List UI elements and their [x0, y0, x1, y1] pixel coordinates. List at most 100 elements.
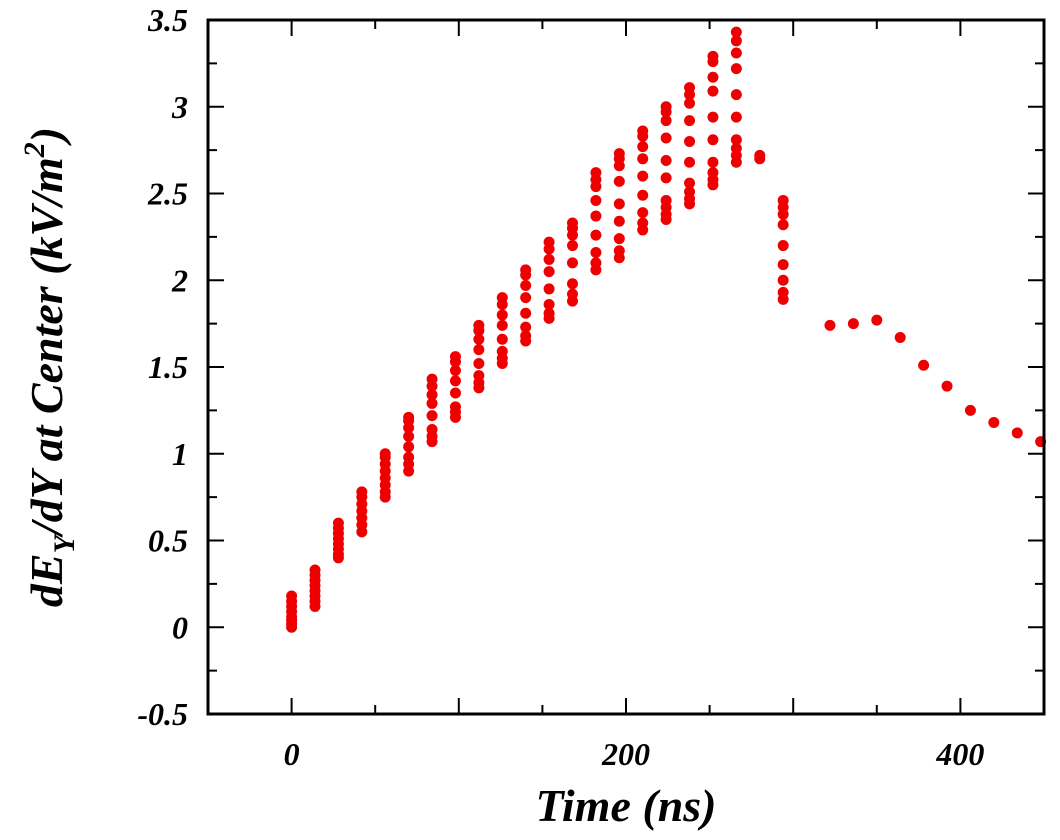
data-point: [777, 194, 789, 206]
data-point: [730, 35, 742, 47]
data-point: [496, 345, 508, 357]
data-point: [707, 71, 719, 83]
data-point: [684, 177, 696, 189]
data-point: [730, 26, 742, 38]
data-point: [590, 246, 602, 258]
y-axis-title: dEY/dY at Center (kV/m2): [18, 127, 81, 607]
data-point: [520, 292, 532, 304]
data-point: [590, 257, 602, 269]
data-point: [730, 63, 742, 75]
data-point: [590, 229, 602, 241]
data-point: [730, 134, 742, 146]
data-point: [988, 417, 1000, 429]
data-point: [707, 134, 719, 146]
data-point: [660, 172, 672, 184]
data-point: [613, 175, 625, 187]
data-point: [637, 125, 649, 137]
data-point: [613, 245, 625, 257]
data-point: [824, 319, 836, 331]
data-point: [449, 351, 461, 363]
data-point: [566, 240, 578, 252]
y-tick-label: 0.5: [148, 523, 188, 559]
data-point: [520, 279, 532, 291]
data-point: [426, 410, 438, 422]
data-point: [403, 441, 415, 453]
data-point: [684, 186, 696, 198]
data-point: [309, 564, 321, 576]
data-point: [566, 278, 578, 290]
data-point: [637, 189, 649, 201]
data-point: [496, 319, 508, 331]
data-point: [473, 344, 485, 356]
data-point: [543, 266, 555, 278]
data-point: [473, 370, 485, 382]
data-point: [426, 389, 438, 401]
data-point: [707, 50, 719, 62]
data-point: [777, 219, 789, 231]
y-tick-label: 2: [171, 262, 188, 298]
data-point: [707, 111, 719, 123]
data-point: [426, 423, 438, 435]
data-point: [1011, 427, 1023, 439]
data-point: [566, 288, 578, 300]
data-point: [566, 257, 578, 269]
data-point: [847, 318, 859, 330]
y-tick-label: 3: [171, 89, 188, 125]
data-point: [730, 142, 742, 154]
data-point: [707, 156, 719, 168]
data-point: [684, 135, 696, 147]
y-tick-labels: -0.5 0 0.5 1 1.5 2 2.5 3 3.5: [137, 2, 188, 732]
data-point: [777, 274, 789, 286]
data-point: [730, 47, 742, 59]
data-point: [543, 299, 555, 311]
y-axis-title-superscript: 2: [18, 142, 51, 158]
data-point: [403, 411, 415, 423]
data-point: [379, 448, 391, 460]
data-points: [286, 26, 1047, 633]
data-point: [590, 194, 602, 206]
data-point: [520, 264, 532, 276]
data-point: [684, 82, 696, 94]
y-axis-title-middle: /dY at Center (kV/m: [21, 157, 72, 538]
data-point: [543, 253, 555, 265]
data-point: [660, 155, 672, 167]
x-tick-label: 200: [601, 736, 650, 772]
y-tick-label: 0: [172, 609, 188, 645]
data-point: [543, 236, 555, 248]
data-point: [520, 307, 532, 319]
data-point: [590, 167, 602, 179]
data-point: [684, 156, 696, 168]
data-point: [754, 149, 766, 161]
data-point: [403, 430, 415, 442]
y-tick-label: 1: [172, 436, 188, 472]
data-point: [707, 85, 719, 97]
data-point: [637, 217, 649, 229]
x-tick-label: 0: [284, 736, 300, 772]
y-axis-title-suffix: ): [21, 127, 72, 146]
data-point: [730, 89, 742, 101]
data-point: [496, 333, 508, 345]
data-point: [520, 330, 532, 342]
data-point: [356, 486, 368, 498]
data-point: [403, 451, 415, 463]
data-point: [777, 259, 789, 271]
data-point: [449, 401, 461, 413]
data-point: [473, 319, 485, 331]
data-point: [637, 141, 649, 153]
data-point: [941, 380, 953, 392]
data-point: [613, 215, 625, 227]
x-tick-labels: 0 200 400: [284, 736, 985, 772]
data-point: [637, 153, 649, 165]
y-tick-label: 3.5: [147, 2, 188, 38]
y-axis-title-subscript: Y: [48, 532, 81, 553]
data-point: [286, 590, 298, 602]
data-point: [918, 359, 930, 371]
data-point: [707, 167, 719, 179]
x-axis-title: Time (ns): [536, 780, 717, 831]
data-point: [520, 321, 532, 333]
data-point: [426, 397, 438, 409]
data-point: [449, 387, 461, 399]
x-tick-label: 400: [935, 736, 984, 772]
data-point: [613, 148, 625, 160]
data-point: [660, 132, 672, 144]
